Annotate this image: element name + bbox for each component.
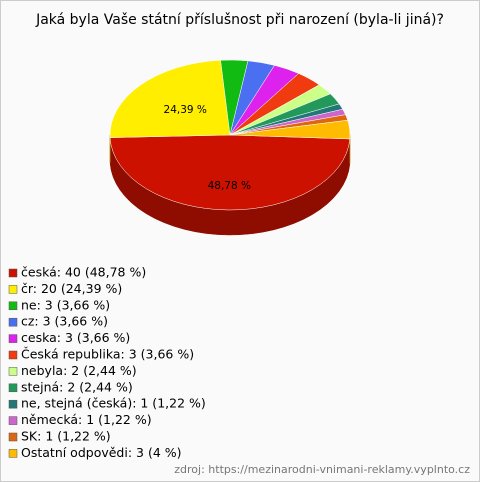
legend-label: Česká republika: 3 (3,66 %) [21, 347, 194, 362]
legend-label: stejná: 2 (2,44 %) [21, 379, 133, 394]
legend-swatch [8, 432, 18, 442]
legend-swatch [8, 383, 18, 393]
legend-swatch [8, 350, 18, 360]
legend-swatch [8, 317, 18, 327]
chart-title: Jaká byla Vaše státní příslušnost při na… [35, 12, 444, 28]
legend-label: česká: 40 (48,78 %) [21, 265, 146, 280]
legend-label: ne: 3 (3,66 %) [21, 297, 110, 312]
legend-swatch [8, 449, 18, 458]
legend-swatch [8, 367, 18, 376]
legend-swatch [8, 416, 18, 425]
legend-label: cz: 3 (3,66 %) [21, 314, 108, 329]
legend-swatch [8, 285, 18, 294]
pie-slice [109, 134, 351, 211]
slice-label: 48,78 % [208, 180, 251, 192]
legend-label: SK: 1 (1,22 %) [21, 429, 111, 444]
legend-label: ne, stejná (česká): 1 (1,22 %) [21, 396, 206, 411]
legend-label: německá: 1 (1,22 %) [21, 412, 152, 427]
source: zdroj: https://mezinarodni-vnimani-rekla… [174, 463, 470, 476]
legend-swatch [8, 301, 18, 311]
legend-label: Ostatní odpovědi: 3 (4 %) [21, 445, 182, 460]
legend-label: ceska: 3 (3,66 %) [21, 330, 130, 345]
pie-slice [109, 59, 231, 138]
legend-swatch [8, 399, 18, 409]
legend-swatch [8, 268, 18, 278]
legend-label: nebyla: 2 (2,44 %) [21, 363, 137, 378]
legend-label: čr: 20 (24,39 %) [21, 281, 122, 296]
legend-swatch [8, 334, 18, 343]
slice-label: 24,39 % [164, 104, 207, 116]
pie-slice [229, 119, 351, 140]
